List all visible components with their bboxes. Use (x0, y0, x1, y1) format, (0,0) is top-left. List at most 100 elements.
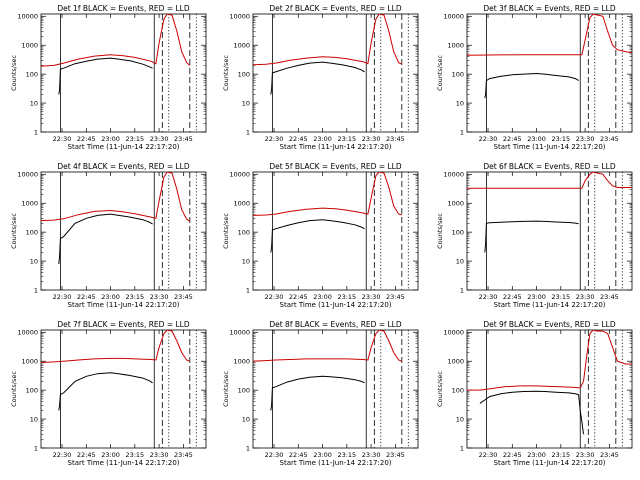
panel-det-3: Det 3f BLACK = Events, RED = LLD 1 10 100 10… (436, 4, 633, 151)
y-tick-label: 100 (452, 70, 464, 78)
y-tick-label: 10000 (17, 329, 38, 337)
x-tick-label: 22:45 (289, 135, 308, 143)
y-tick-label: 10000 (229, 329, 250, 337)
y-tick-label: 1000 (233, 200, 250, 208)
x-tick-label: 23:30 (150, 451, 169, 459)
y-tick-label: 100 (26, 70, 38, 78)
x-axis-label: Start Time (11-Jun-14 22:17:20) (68, 301, 180, 309)
series-events-line (58, 372, 153, 411)
y-tick-label: 1 (246, 286, 250, 294)
x-axis-label: Start Time (11-Jun-14 22:17:20) (494, 143, 606, 151)
series-events-line (270, 219, 365, 253)
y-tick-label: 1 (246, 128, 250, 136)
x-tick-label: 23:00 (527, 451, 546, 459)
y-tick-label: 1 (246, 444, 250, 452)
x-tick-label: 22:30 (479, 135, 498, 143)
y-tick-label: 10 (30, 257, 38, 265)
x-axis-label: Start Time (11-Jun-14 22:17:20) (68, 143, 180, 151)
y-tick-label: 10 (30, 415, 38, 423)
series-lld-line (253, 14, 403, 66)
x-tick-label: 22:45 (289, 451, 308, 459)
y-tick-label: 1 (34, 128, 38, 136)
y-tick-label: 1 (460, 286, 464, 294)
y-tick-label: 10000 (229, 13, 250, 21)
x-tick-label: 23:30 (362, 451, 381, 459)
x-tick-label: 23:45 (386, 293, 405, 301)
series-events-line (58, 213, 153, 264)
x-tick-label: 22:30 (53, 135, 72, 143)
x-tick-label: 23:00 (313, 135, 332, 143)
panel-title: Det 8f BLACK = Events, RED = LLD (269, 320, 402, 329)
y-tick-label: 1000 (21, 358, 38, 366)
plot-frame (466, 13, 633, 133)
panel-title: Det 7f BLACK = Events, RED = LLD (57, 320, 190, 329)
y-tick-label: 1000 (447, 358, 464, 366)
x-tick-label: 22:30 (53, 293, 72, 301)
plot-frame (252, 13, 419, 133)
panel-det-5: Det 5f BLACK = Events, RED = LLD 1 10 100 10… (222, 162, 419, 309)
y-tick-label: 100 (238, 228, 250, 236)
y-tick-label: 1 (460, 444, 464, 452)
panel-det-6: Det 6f BLACK = Events, RED = LLD 1 10 100 10… (436, 162, 633, 309)
x-tick-label: 23:00 (313, 451, 332, 459)
panel-title: Det 4f BLACK = Events, RED = LLD (57, 162, 190, 171)
y-tick-label: 1 (34, 444, 38, 452)
y-tick-label: 10 (242, 257, 250, 265)
x-axis-label: Start Time (11-Jun-14 22:17:20) (494, 301, 606, 309)
panel-det-8: Det 8f BLACK = Events, RED = LLD 1 10 100 10… (222, 320, 419, 467)
x-tick-label: 22:30 (265, 451, 284, 459)
series-lld-line (467, 330, 632, 391)
panel-title: Det 6f BLACK = Events, RED = LLD (483, 162, 616, 171)
y-tick-label: 1 (34, 286, 38, 294)
plot-frame (40, 171, 207, 291)
y-tick-label: 1000 (233, 42, 250, 50)
series-events-line (484, 220, 579, 253)
y-tick-label: 10 (30, 99, 38, 107)
series-events-line (484, 72, 579, 99)
x-axis-label: Start Time (11-Jun-14 22:17:20) (280, 459, 392, 467)
panel-det-9: Det 9f BLACK = Events, RED = LLD 1 10 100 10… (436, 320, 633, 467)
x-tick-label: 23:30 (150, 135, 169, 143)
y-tick-label: 1 (460, 128, 464, 136)
x-tick-label: 23:15 (551, 135, 570, 143)
y-tick-label: 1000 (447, 200, 464, 208)
panel-det-1: Det 1f BLACK = Events, RED = LLD 1 10 100 10… (10, 4, 207, 151)
y-tick-label: 10 (456, 257, 464, 265)
x-axis-label: Start Time (11-Jun-14 22:17:20) (280, 143, 392, 151)
plot-frame (252, 329, 419, 449)
series-lld-line (467, 14, 632, 56)
x-tick-label: 22:30 (265, 293, 284, 301)
plot-frame (40, 329, 207, 449)
x-tick-label: 23:45 (600, 293, 619, 301)
panel-det-2: Det 2f BLACK = Events, RED = LLD 1 10 100 10… (222, 4, 419, 151)
x-tick-label: 22:45 (503, 451, 522, 459)
x-tick-label: 23:00 (527, 293, 546, 301)
y-tick-label: 10000 (443, 329, 464, 337)
panel-title: Det 2f BLACK = Events, RED = LLD (269, 4, 402, 13)
x-tick-label: 23:00 (101, 135, 120, 143)
x-tick-label: 23:00 (101, 293, 120, 301)
x-tick-label: 22:45 (289, 293, 308, 301)
y-axis-label: Counts/sec (10, 371, 18, 407)
panel-title: Det 1f BLACK = Events, RED = LLD (57, 4, 190, 13)
x-tick-label: 22:45 (503, 293, 522, 301)
x-tick-label: 23:45 (174, 293, 193, 301)
series-lld-line (253, 330, 402, 362)
x-axis-label: Start Time (11-Jun-14 22:17:20) (494, 459, 606, 467)
y-tick-label: 10000 (443, 13, 464, 21)
series-lld-line (467, 172, 632, 189)
y-tick-label: 10000 (229, 171, 250, 179)
x-tick-label: 23:15 (125, 135, 144, 143)
plot-frame (466, 329, 633, 449)
x-tick-label: 22:30 (53, 451, 72, 459)
panel-title: Det 5f BLACK = Events, RED = LLD (269, 162, 402, 171)
x-tick-label: 23:15 (337, 135, 356, 143)
series-events-line (479, 390, 584, 435)
x-tick-label: 23:00 (313, 293, 332, 301)
x-tick-label: 22:45 (77, 293, 96, 301)
x-tick-label: 23:15 (337, 451, 356, 459)
y-tick-label: 1000 (21, 42, 38, 50)
panel-det-7: Det 7f BLACK = Events, RED = LLD 1 10 100 10… (10, 320, 207, 467)
y-tick-label: 10000 (17, 171, 38, 179)
